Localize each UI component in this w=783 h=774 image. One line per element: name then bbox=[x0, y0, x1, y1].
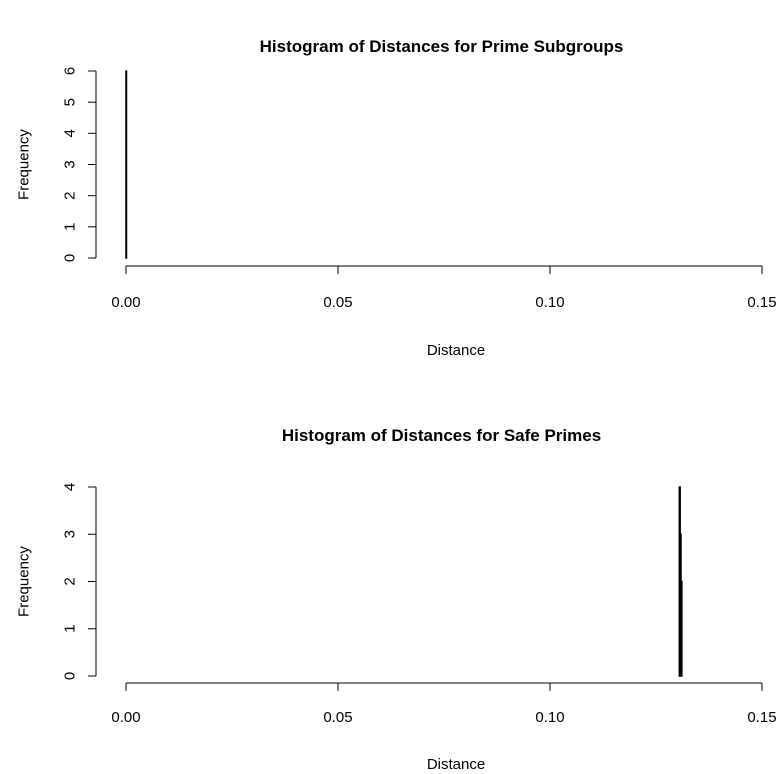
histogram-bar bbox=[125, 70, 128, 259]
x-tick-label: 0.10 bbox=[535, 294, 564, 311]
y-tick-label: 1 bbox=[62, 223, 79, 231]
y-tick-label: 3 bbox=[62, 530, 79, 538]
y-axis-label: Frequency bbox=[16, 129, 33, 200]
chart-title: Histogram of Distances for Safe Primes bbox=[282, 426, 601, 445]
y-tick-label: 0 bbox=[62, 672, 79, 680]
y-axis-label: Frequency bbox=[16, 546, 33, 617]
histogram-bar bbox=[680, 580, 683, 677]
x-axis-label: Distance bbox=[427, 756, 485, 773]
x-tick-label: 0.00 bbox=[111, 294, 140, 311]
x-tick-label: 0.15 bbox=[747, 294, 776, 311]
histogram-panel-2: Histogram of Distances for Safe Primes 0.… bbox=[16, 426, 777, 773]
x-tick-label: 0.05 bbox=[323, 709, 352, 726]
x-tick-label: 0.10 bbox=[535, 709, 564, 726]
y-tick-label: 2 bbox=[62, 577, 79, 585]
y-tick-label: 0 bbox=[62, 254, 79, 262]
x-tick-label: 0.00 bbox=[111, 709, 140, 726]
y-tick-label: 3 bbox=[62, 160, 79, 168]
x-tick-label: 0.05 bbox=[323, 294, 352, 311]
y-tick-label: 2 bbox=[62, 191, 79, 199]
x-tick-label: 0.15 bbox=[747, 709, 776, 726]
histogram-panel-1: Histogram of Distances for Prime Subgrou… bbox=[16, 37, 777, 359]
y-tick-label: 4 bbox=[62, 129, 79, 137]
y-tick-label: 5 bbox=[62, 98, 79, 106]
y-tick-label: 1 bbox=[62, 625, 79, 633]
y-tick-label: 6 bbox=[62, 67, 79, 75]
y-tick-label: 4 bbox=[62, 483, 79, 491]
chart-title: Histogram of Distances for Prime Subgrou… bbox=[260, 37, 624, 56]
x-axis-label: Distance bbox=[427, 342, 485, 359]
